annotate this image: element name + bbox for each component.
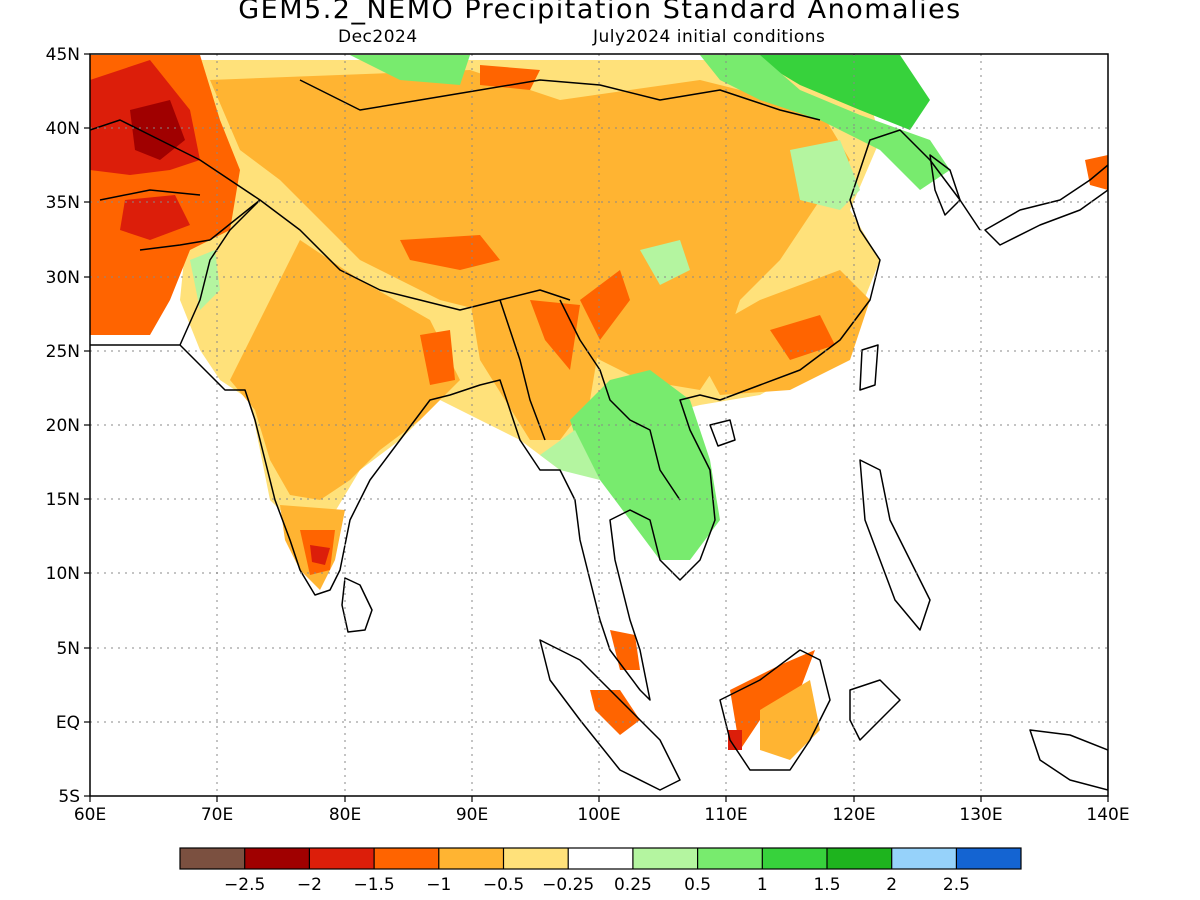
anomaly-zone-drier-strong-afghan xyxy=(120,195,190,240)
forecast-month: Dec2024 xyxy=(338,27,418,47)
lon-tick-60E: 60E xyxy=(74,805,106,825)
colorbar-swatch-12 xyxy=(956,848,1021,869)
colorbar-swatch-1 xyxy=(244,848,310,869)
lat-tick-EQ: EQ xyxy=(56,713,80,733)
coastline-new-guinea xyxy=(1029,729,1108,791)
border-central-asia xyxy=(90,119,261,251)
colorbar-swatch-3 xyxy=(374,848,439,869)
colorbar-swatch-6 xyxy=(568,848,633,869)
border-indochina xyxy=(559,299,681,501)
anomaly-zone-drier-strong-southindia xyxy=(310,545,330,565)
anomaly-zone-slightly-wet-tibet xyxy=(640,240,690,285)
anomaly-zone-dry-borneo xyxy=(760,680,820,760)
tick-marks xyxy=(84,53,1109,802)
anomaly-zone-slightly-wet-indochina xyxy=(540,430,600,480)
anomaly-zone-wet-mongolia xyxy=(350,55,470,85)
lon-tick-130E: 130E xyxy=(959,805,1002,825)
colorbar: −2.5 −2 −1.5 −1 −0.5 −0.25 0.25 0.5 1 1.… xyxy=(179,847,1022,895)
anomaly-zone-drier-borneo xyxy=(730,650,815,750)
colorbar-label-0: −2.5 xyxy=(224,875,265,895)
anomaly-zone-drier-japan xyxy=(1085,155,1108,190)
coastline-sumatra xyxy=(539,639,681,791)
coastline-sulawesi xyxy=(849,679,901,741)
colorbar-label-11: 2.5 xyxy=(943,875,970,895)
anomaly-zone-drier-sumatra xyxy=(590,690,640,735)
anomaly-field xyxy=(90,55,1108,760)
lat-tick-5N: 5N xyxy=(56,639,80,659)
colorbar-label-8: 1 xyxy=(757,875,768,895)
colorbar-swatch-9 xyxy=(762,848,827,869)
lat-tick-labels: 45N 40N 35N 30N 25N 20N 15N 10N 5N EQ 5S xyxy=(46,45,80,807)
coastline-philippines xyxy=(859,459,931,631)
lat-tick-15N: 15N xyxy=(46,490,80,510)
anomaly-zone-drier-bangladesh xyxy=(420,330,455,385)
lat-tick-45N: 45N xyxy=(46,45,80,65)
lon-tick-90E: 90E xyxy=(456,805,488,825)
map-title: GEM5.2_NEMO Precipitation Standard Anoma… xyxy=(238,0,962,25)
colorbar-label-9: 1.5 xyxy=(813,875,840,895)
border-pakistan-india xyxy=(179,199,261,346)
anomaly-zone-dry-north xyxy=(210,70,850,390)
colorbar-swatch-5 xyxy=(503,848,569,869)
coastline-taiwan xyxy=(859,344,879,391)
anomaly-zone-drier-strong-borneo xyxy=(728,730,742,750)
colorbar-label-10: 2 xyxy=(886,875,897,895)
border-myanmar xyxy=(499,299,546,441)
border-himalaya xyxy=(209,199,571,311)
lat-tick-5S: 5S xyxy=(58,787,80,807)
coastline-borneo xyxy=(719,649,831,771)
anomaly-zone-wetter-manchuria xyxy=(750,55,930,130)
graticule xyxy=(90,54,1108,796)
colorbar-label-4: −0.5 xyxy=(483,875,524,895)
colorbar-label-3: −1 xyxy=(426,875,451,895)
colorbar-swatch-2 xyxy=(309,848,375,869)
coastline-japan xyxy=(984,164,1108,246)
anomaly-zone-wet-indochina xyxy=(570,370,720,560)
lat-tick-35N: 35N xyxy=(46,193,80,213)
lat-tick-25N: 25N xyxy=(46,342,80,362)
lat-tick-30N: 30N xyxy=(46,268,80,288)
lon-tick-120E: 120E xyxy=(832,805,875,825)
anomaly-zone-wet-manchuria xyxy=(700,55,950,190)
colorbar-swatch-0 xyxy=(180,848,245,869)
colorbar-swatch-11 xyxy=(891,848,957,869)
anomaly-zone-drier-mongolia xyxy=(480,65,540,90)
coastline-hainan xyxy=(709,419,736,447)
lon-tick-80E: 80E xyxy=(329,805,361,825)
colorbar-swatch-4 xyxy=(438,848,504,869)
colorbar-swatch-7 xyxy=(632,848,698,869)
colorbar-label-2: −1.5 xyxy=(353,875,394,895)
anomaly-zone-drier-southchina xyxy=(770,315,835,360)
lon-tick-labels: 60E 70E 80E 90E 100E 110E 120E 130E 140E xyxy=(74,805,1130,825)
lat-tick-20N: 20N xyxy=(46,416,80,436)
colorbar-swatch-10 xyxy=(827,848,892,869)
lon-tick-70E: 70E xyxy=(201,805,233,825)
lat-tick-40N: 40N xyxy=(46,119,80,139)
initial-conditions: July2024 initial conditions xyxy=(593,27,826,47)
lon-tick-140E: 140E xyxy=(1086,805,1129,825)
colorbar-swatch-8 xyxy=(697,848,763,869)
anomaly-zone-drier-yunnan xyxy=(530,300,580,370)
coastline-korea xyxy=(929,154,961,216)
coastline-mainland xyxy=(90,129,981,701)
colorbar-label-5: −0.25 xyxy=(542,875,594,895)
anomaly-zone-wet-northchina xyxy=(790,140,860,210)
colorbar-label-1: −2 xyxy=(297,875,322,895)
border-mongolia-china xyxy=(299,79,821,121)
lon-tick-110E: 110E xyxy=(704,805,747,825)
lon-tick-100E: 100E xyxy=(577,805,620,825)
coastlines xyxy=(90,79,1108,791)
anomaly-zone-drier-tibet xyxy=(400,235,500,270)
colorbar-label-6: 0.25 xyxy=(614,875,652,895)
anomaly-zone-drier-sichuan xyxy=(580,270,630,340)
lat-tick-10N: 10N xyxy=(46,564,80,584)
coastline-sri-lanka xyxy=(341,577,373,633)
colorbar-label-7: 0.5 xyxy=(684,875,711,895)
